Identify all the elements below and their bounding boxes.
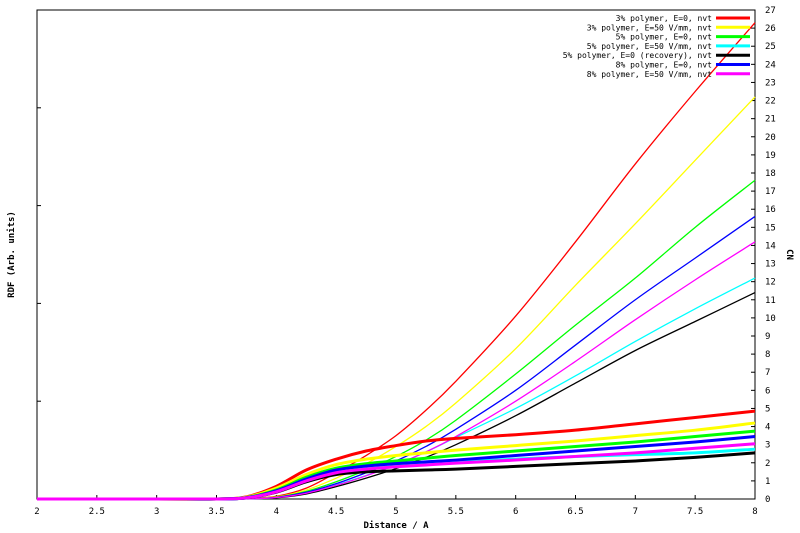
right-axis: 0123456789101112131415161718192021222324… (751, 6, 776, 505)
x-tick-label: 8 (752, 507, 757, 517)
legend-label: 5% polymer, E=50 V/mm, nvt (587, 42, 712, 51)
right-tick-label: 20 (765, 133, 776, 143)
right-tick-label: 22 (765, 97, 776, 107)
rdf-series-lines (37, 409, 756, 501)
x-tick-label: 4 (274, 507, 279, 517)
x-tick-label: 6 (513, 507, 518, 517)
right-tick-label: 3 (765, 441, 770, 451)
right-tick-label: 14 (765, 241, 776, 251)
x-tick-label: 5 (393, 507, 398, 517)
right-tick-label: 19 (765, 151, 776, 161)
x-tick-label: 3.5 (208, 507, 224, 517)
x-tick-label: 5.5 (448, 507, 464, 517)
x-tick-label: 2 (34, 507, 39, 517)
x-tick-label: 4.5 (328, 507, 344, 517)
right-tick-label: 18 (765, 169, 776, 179)
plot-border (36, 9, 756, 500)
right-tick-label: 21 (765, 115, 776, 125)
right-tick-label: 23 (765, 78, 776, 88)
x-axis-title: Distance / A (363, 520, 429, 531)
right-tick-label: 1 (765, 477, 770, 487)
x-tick-label: 7.5 (687, 507, 703, 517)
x-tick-label: 6.5 (567, 507, 583, 517)
legend-label: 3% polymer, E=0, nvt (616, 14, 713, 23)
legend-label: 5% polymer, E=0 (recovery), nvt (563, 51, 712, 60)
right-tick-label: 2 (765, 459, 770, 469)
right-tick-label: 7 (765, 368, 770, 378)
right-tick-label: 27 (765, 6, 776, 16)
right-tick-label: 17 (765, 187, 776, 197)
right-tick-label: 4 (765, 423, 770, 433)
legend-label: 8% polymer, E=0, nvt (616, 61, 713, 70)
right-tick-label: 12 (765, 278, 776, 288)
plot-frame (36, 9, 756, 500)
cn-line-series-1 (37, 22, 756, 500)
right-tick-label: 24 (765, 60, 776, 70)
right-tick-label: 9 (765, 332, 770, 342)
right-tick-label: 16 (765, 205, 776, 215)
legend-label: 8% polymer, E=50 V/mm, nvt (587, 70, 712, 79)
right-tick-label: 11 (765, 296, 776, 306)
right-tick-label: 25 (765, 42, 776, 52)
right-axis-title: CN (784, 249, 794, 260)
right-tick-label: 6 (765, 386, 770, 396)
left-axis-ticks (37, 9, 41, 402)
right-tick-label: 8 (765, 350, 770, 360)
x-tick-label: 3 (154, 507, 159, 517)
right-tick-label: 0 (765, 495, 770, 505)
cn-series-lines (37, 22, 756, 500)
right-tick-label: 10 (765, 314, 776, 324)
legend-label: 5% polymer, E=0, nvt (616, 33, 713, 42)
right-tick-label: 15 (765, 223, 776, 233)
legend-label: 3% polymer, E=50 V/mm, nvt (587, 23, 712, 32)
cn-line-series-2 (37, 96, 756, 500)
right-tick-label: 26 (765, 24, 776, 34)
right-tick-label: 5 (765, 404, 770, 414)
left-axis-title: RDF (Arb. units) (6, 211, 17, 298)
x-tick-label: 2.5 (89, 507, 105, 517)
x-tick-label: 7 (633, 507, 638, 517)
rdf-line-series-7 (37, 442, 756, 501)
right-tick-label: 13 (765, 260, 776, 270)
